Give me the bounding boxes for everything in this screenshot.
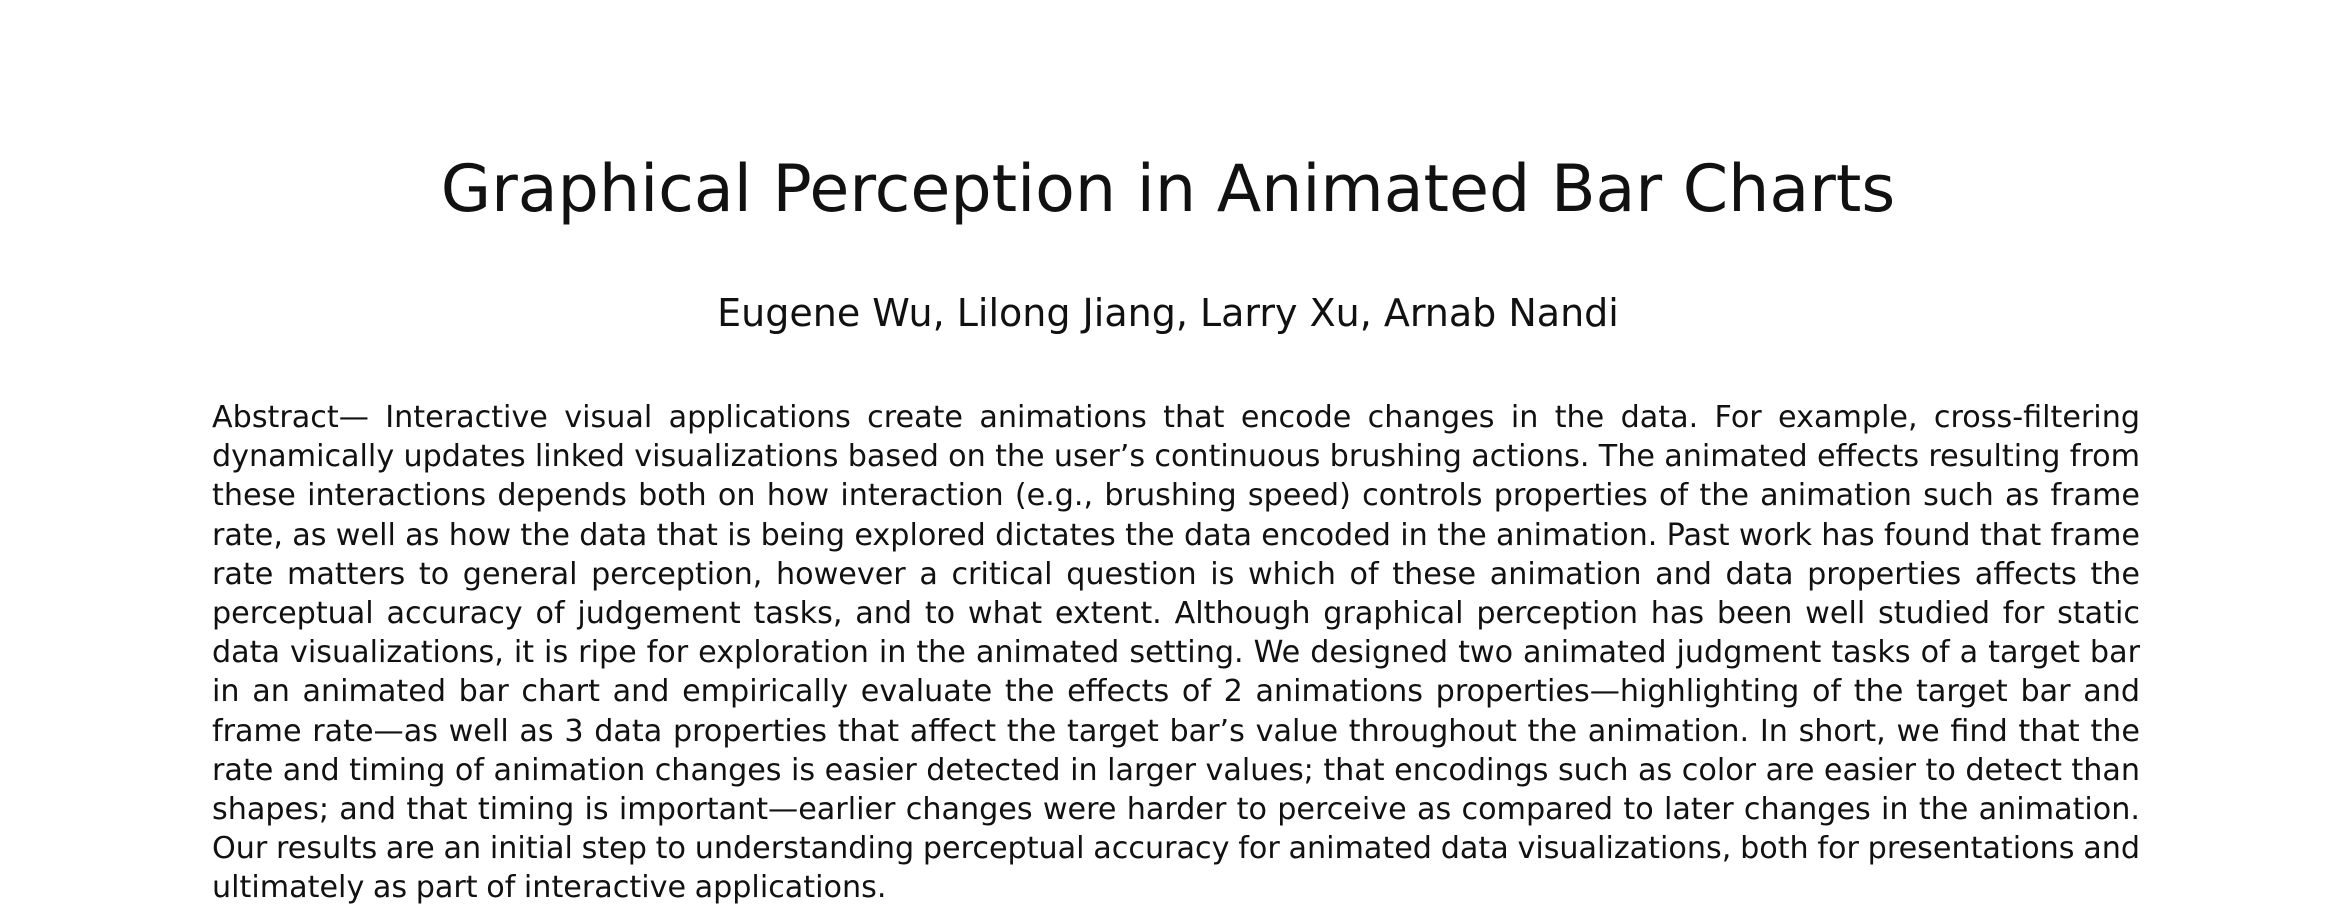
paper-title: Graphical Perception in Animated Bar Cha… xyxy=(440,152,1896,227)
abstract-text: Interactive visual applications create a… xyxy=(212,400,2140,906)
abstract-paragraph: Abstract— Interactive visual application… xyxy=(212,398,2140,908)
abstract-label: Abstract— xyxy=(212,400,369,435)
author-list: Eugene Wu, Lilong Jiang, Larry Xu, Arnab… xyxy=(717,291,1619,335)
